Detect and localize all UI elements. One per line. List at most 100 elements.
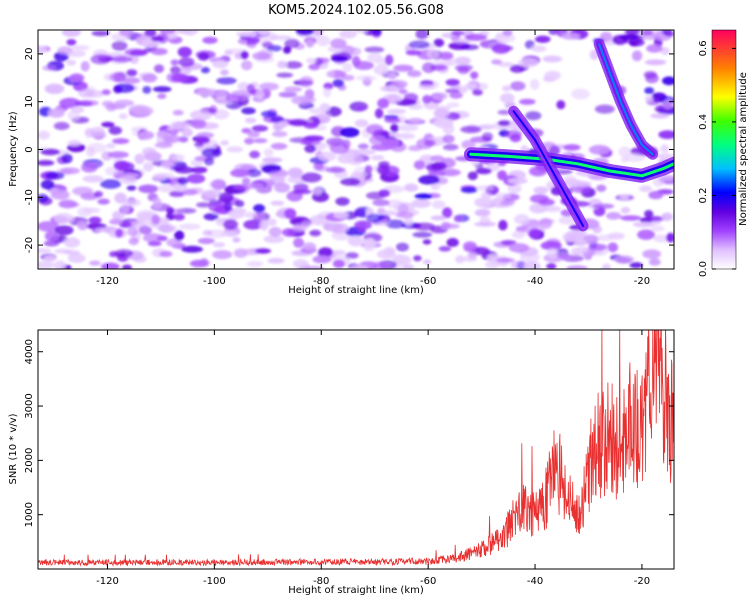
noise-blob bbox=[40, 148, 61, 156]
noise-blob bbox=[44, 83, 65, 95]
noise-blob bbox=[354, 119, 369, 128]
noise-blob bbox=[660, 47, 670, 55]
x-tick-label: -40 bbox=[527, 276, 543, 287]
noise-blob bbox=[339, 127, 360, 138]
x-tick-label: -60 bbox=[420, 576, 436, 587]
noise-blob bbox=[566, 229, 585, 237]
noise-blob bbox=[495, 192, 511, 199]
noise-blob bbox=[166, 72, 184, 83]
noise-blob bbox=[318, 57, 330, 64]
noise-blob bbox=[225, 94, 243, 103]
noise-blob bbox=[500, 240, 517, 246]
noise-blob bbox=[42, 65, 56, 71]
noise-blob bbox=[203, 157, 215, 166]
noise-blob bbox=[190, 109, 212, 121]
noise-blob bbox=[186, 173, 206, 184]
noise-blob bbox=[61, 153, 73, 164]
noise-blob bbox=[502, 30, 513, 36]
noise-blob bbox=[152, 173, 167, 182]
noise-blob bbox=[374, 108, 384, 119]
noise-blob bbox=[108, 126, 123, 135]
noise-blob bbox=[306, 39, 314, 48]
noise-blob bbox=[88, 216, 102, 224]
noise-blob bbox=[403, 264, 415, 269]
noise-blob bbox=[474, 221, 497, 227]
noise-blob bbox=[422, 239, 432, 245]
noise-blob bbox=[622, 33, 644, 45]
noise-blob bbox=[575, 238, 588, 245]
noise-blob bbox=[433, 117, 454, 129]
noise-blob bbox=[646, 44, 663, 53]
noise-blob bbox=[460, 44, 479, 51]
noise-blob bbox=[38, 130, 50, 140]
noise-blob bbox=[60, 167, 81, 175]
noise-blob bbox=[38, 160, 55, 166]
noise-blob bbox=[151, 214, 160, 225]
noise-blob bbox=[607, 242, 619, 253]
feature-core bbox=[469, 152, 674, 178]
noise-blob bbox=[212, 242, 226, 248]
noise-blob bbox=[340, 74, 355, 81]
snr-frame bbox=[37, 329, 675, 570]
y-tick-label: 2000 bbox=[24, 448, 35, 473]
noise-blob bbox=[460, 125, 482, 134]
noise-blob bbox=[172, 154, 185, 162]
noise-blob bbox=[529, 166, 547, 177]
noise-blob bbox=[202, 36, 218, 44]
noise-blob bbox=[116, 213, 126, 220]
noise-blob bbox=[270, 116, 285, 123]
noise-blob bbox=[424, 139, 436, 147]
noise-blob bbox=[350, 265, 369, 269]
noise-blob bbox=[398, 89, 408, 95]
noise-blob bbox=[474, 185, 495, 191]
noise-blob bbox=[283, 46, 292, 54]
noise-blob bbox=[45, 171, 65, 180]
noise-blob bbox=[438, 51, 454, 60]
noise-blob bbox=[607, 232, 625, 240]
noise-blob bbox=[136, 210, 157, 220]
noise-blob bbox=[53, 121, 70, 131]
noise-blob bbox=[467, 171, 478, 181]
noise-blob bbox=[225, 48, 247, 54]
noise-blob bbox=[414, 193, 433, 200]
chart-title: KOM5.2024.102.05.56.G08 bbox=[268, 3, 444, 18]
noise-blob bbox=[154, 142, 173, 149]
noise-blob bbox=[181, 188, 198, 196]
noise-blob bbox=[566, 265, 588, 269]
noise-blob bbox=[445, 78, 460, 86]
noise-blob bbox=[226, 146, 244, 153]
noise-blob bbox=[644, 59, 667, 66]
noise-blob bbox=[262, 41, 274, 49]
noise-blob bbox=[272, 131, 288, 138]
noise-blob bbox=[408, 40, 430, 49]
noise-blob bbox=[66, 59, 77, 66]
noise-blob bbox=[66, 39, 77, 46]
noise-blob bbox=[365, 124, 384, 135]
y-tick-label: 10 bbox=[24, 95, 35, 108]
noise-blob bbox=[178, 136, 189, 143]
noise-blob bbox=[178, 223, 201, 230]
noise-blob bbox=[316, 35, 331, 47]
noise-blob bbox=[157, 93, 167, 99]
noise-blob bbox=[268, 226, 282, 237]
noise-blob bbox=[474, 197, 494, 208]
noise-blob bbox=[128, 237, 139, 246]
noise-blob bbox=[331, 223, 349, 234]
noise-blob bbox=[342, 139, 351, 149]
noise-blob bbox=[497, 120, 512, 127]
noise-blob bbox=[561, 32, 581, 40]
noise-blob bbox=[137, 130, 155, 140]
noise-blob bbox=[203, 189, 223, 198]
noise-blob bbox=[203, 213, 219, 221]
x-tick-label: -80 bbox=[313, 576, 329, 587]
noise-blob bbox=[397, 124, 419, 132]
noise-blob bbox=[491, 59, 502, 65]
noise-blob bbox=[323, 87, 332, 98]
noise-blob bbox=[142, 147, 157, 157]
noise-blob bbox=[292, 223, 308, 232]
noise-blob bbox=[642, 249, 662, 259]
noise-blob bbox=[304, 144, 317, 153]
noise-blob bbox=[159, 30, 176, 35]
noise-blob bbox=[524, 40, 535, 50]
noise-blob bbox=[289, 119, 308, 127]
